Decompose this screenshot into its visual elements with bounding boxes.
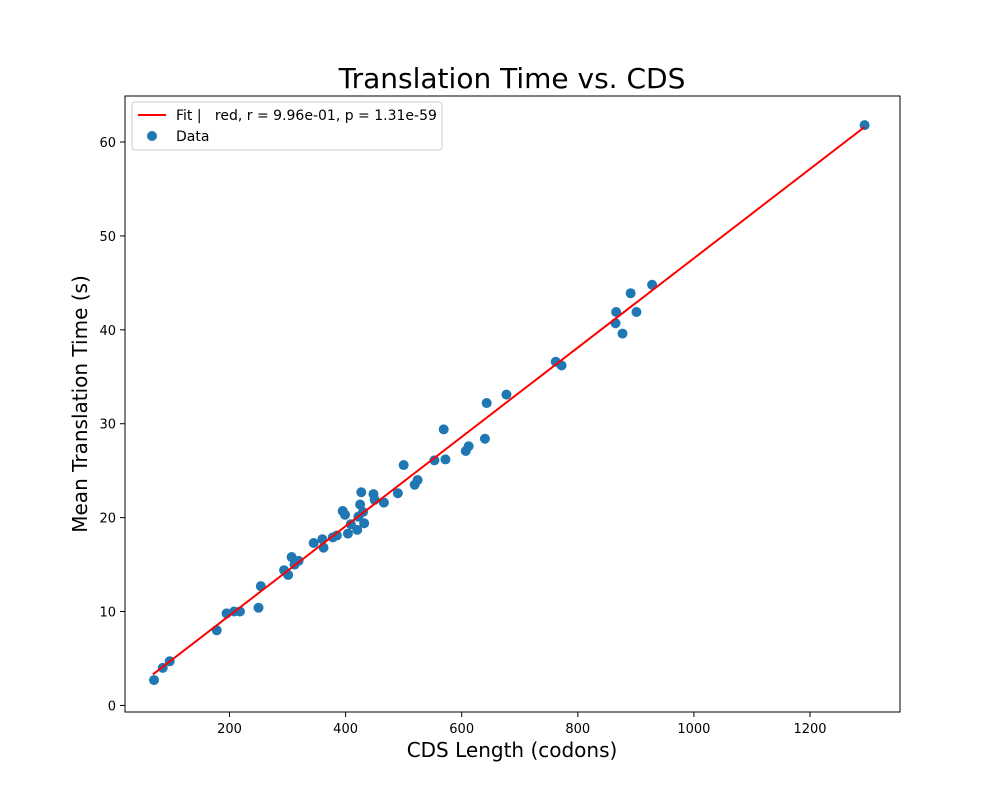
y-axis: 0 10 20 30 40 50 60 bbox=[99, 136, 125, 714]
y-tick-label: 20 bbox=[99, 512, 116, 527]
y-tick-label: 60 bbox=[99, 136, 116, 151]
data-point bbox=[438, 424, 449, 435]
x-tick-label: 1000 bbox=[677, 722, 710, 737]
data-point bbox=[479, 433, 490, 444]
legend-fit-label: Fit | red, r = 9.96e-01, p = 1.31e-59 bbox=[176, 108, 437, 124]
data-point bbox=[440, 454, 451, 465]
plot-frame bbox=[124, 95, 901, 713]
x-tick-label: 600 bbox=[449, 722, 474, 737]
legend-box bbox=[131, 101, 443, 151]
fit-line bbox=[152, 126, 866, 676]
data-point bbox=[308, 537, 319, 548]
y-tick-label: 30 bbox=[99, 418, 116, 433]
data-point bbox=[356, 487, 367, 498]
data-point bbox=[149, 675, 160, 686]
legend-data-swatch bbox=[147, 131, 157, 141]
data-point bbox=[352, 524, 363, 535]
y-tick-label: 10 bbox=[99, 606, 116, 621]
data-point bbox=[359, 518, 370, 529]
data-point bbox=[378, 497, 389, 508]
chart-title: Translation Time vs. CDS bbox=[338, 62, 686, 95]
data-point bbox=[859, 120, 870, 131]
data-point bbox=[355, 499, 366, 510]
legend-data-label: Data bbox=[176, 129, 209, 145]
x-tick-label: 200 bbox=[217, 722, 242, 737]
data-point bbox=[617, 328, 628, 339]
data-point bbox=[317, 534, 328, 545]
y-tick-label: 50 bbox=[99, 230, 116, 245]
data-point bbox=[342, 528, 353, 539]
data-point bbox=[331, 530, 342, 541]
data-point bbox=[340, 509, 351, 520]
x-axis-label: CDS Length (codons) bbox=[407, 738, 618, 762]
x-tick-label: 1200 bbox=[793, 722, 826, 737]
legend: Fit | red, r = 9.96e-01, p = 1.31e-59 Da… bbox=[131, 101, 443, 151]
data-point bbox=[501, 389, 512, 400]
data-point bbox=[611, 306, 622, 317]
data-point bbox=[481, 398, 492, 409]
x-axis: 200 400 600 800 1000 1200 bbox=[217, 712, 827, 737]
y-tick-label: 0 bbox=[108, 699, 116, 714]
x-tick-label: 800 bbox=[565, 722, 590, 737]
data-point bbox=[412, 475, 423, 486]
y-tick-label: 40 bbox=[99, 324, 116, 339]
data-point bbox=[392, 488, 403, 499]
data-point bbox=[398, 460, 409, 471]
data-point bbox=[429, 455, 440, 466]
data-point bbox=[631, 306, 642, 317]
x-tick-label: 400 bbox=[333, 722, 358, 737]
data-point bbox=[253, 602, 264, 613]
data-point bbox=[625, 288, 636, 299]
y-axis-label: Mean Translation Time (s) bbox=[68, 275, 92, 533]
plot-marks bbox=[149, 120, 870, 686]
data-point bbox=[463, 441, 474, 452]
